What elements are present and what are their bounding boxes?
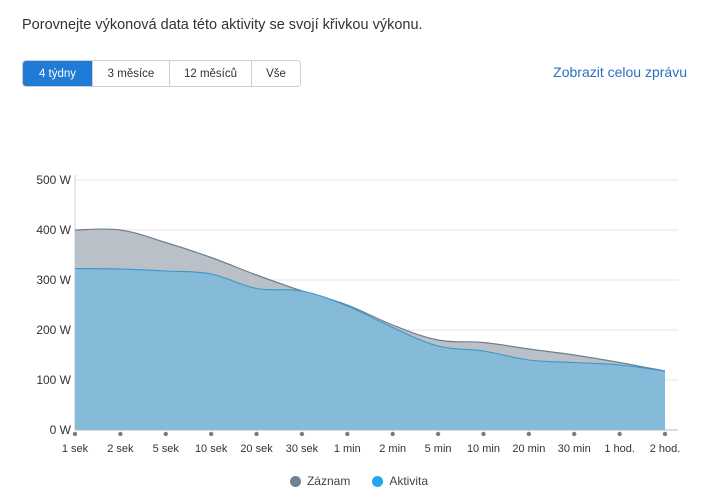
legend-item-activity[interactable]: Aktivita [372,474,428,488]
x-tick-label: 1 hod. [604,443,635,455]
x-tick-dot [208,431,214,437]
x-tick-dot [435,431,441,437]
power-curve-chart: 0 W 100 W 200 W 300 W 400 W 500 W 1 sek 2 sek 5… [36,173,681,455]
x-tick-label: 10 sek [195,443,228,455]
chart-legend: Záznam Aktivita [0,474,718,488]
x-tick-dot [118,431,123,437]
x-tick-label: 5 min [425,443,452,455]
x-tick-label: 20 sek [240,443,273,455]
x-tick-label: 2 min [379,443,406,455]
intro-text: Porovnejte výkonová data této aktivity s… [22,17,423,33]
x-tick-dot [299,431,305,437]
x-tick-dot [72,431,78,437]
x-tick-label: 1 min [334,443,361,455]
x-tick-label: 2 sek [107,443,134,455]
x-tick-dot [163,431,168,437]
legend-label-activity: Aktivita [389,474,429,488]
period-tabs: 4 týdny 3 měsíce 12 měsíců Vše [22,60,301,87]
tab-12-months[interactable]: 12 měsíců [170,61,252,86]
activity-area-line [74,267,666,372]
x-tick-label: 30 min [558,443,591,455]
x-tick-label: 30 sek [286,443,319,455]
x-tick-dot [572,431,577,437]
y-tick-label: 400 W [36,223,71,237]
x-tick-label: 20 min [512,443,545,455]
activity-legend-icon [372,475,384,487]
tab-4-weeks[interactable]: 4 týdny [23,61,93,86]
x-tick-label: 1 sek [62,443,89,455]
record-area-line [74,228,666,372]
y-tick-label: 0 W [50,423,72,437]
full-report-link[interactable]: Zobrazit celou zprávu [553,64,687,80]
x-tick-label: 10 min [467,443,500,455]
x-tick-label: 5 sek [153,443,180,455]
legend-label-record: Záznam [306,474,351,488]
tab-all[interactable]: Vše [252,61,300,86]
tab-3-months[interactable]: 3 měsíce [93,61,170,86]
x-tick-dot [526,431,532,437]
x-tick-dot [345,431,350,437]
x-tick-dot [390,431,395,437]
y-tick-label: 500 W [36,173,71,187]
x-tick-dot [481,431,486,437]
record-legend-icon [289,475,301,487]
x-tick-dot [662,431,668,437]
x-tick-label: 2 hod. [650,443,681,455]
x-tick-dot [254,431,259,437]
legend-item-record[interactable]: Záznam [289,474,351,488]
y-tick-label: 300 W [36,273,71,287]
x-tick-dot [617,431,622,437]
y-tick-label: 200 W [36,323,71,337]
y-tick-label: 100 W [36,373,71,387]
activity-area [75,268,665,430]
